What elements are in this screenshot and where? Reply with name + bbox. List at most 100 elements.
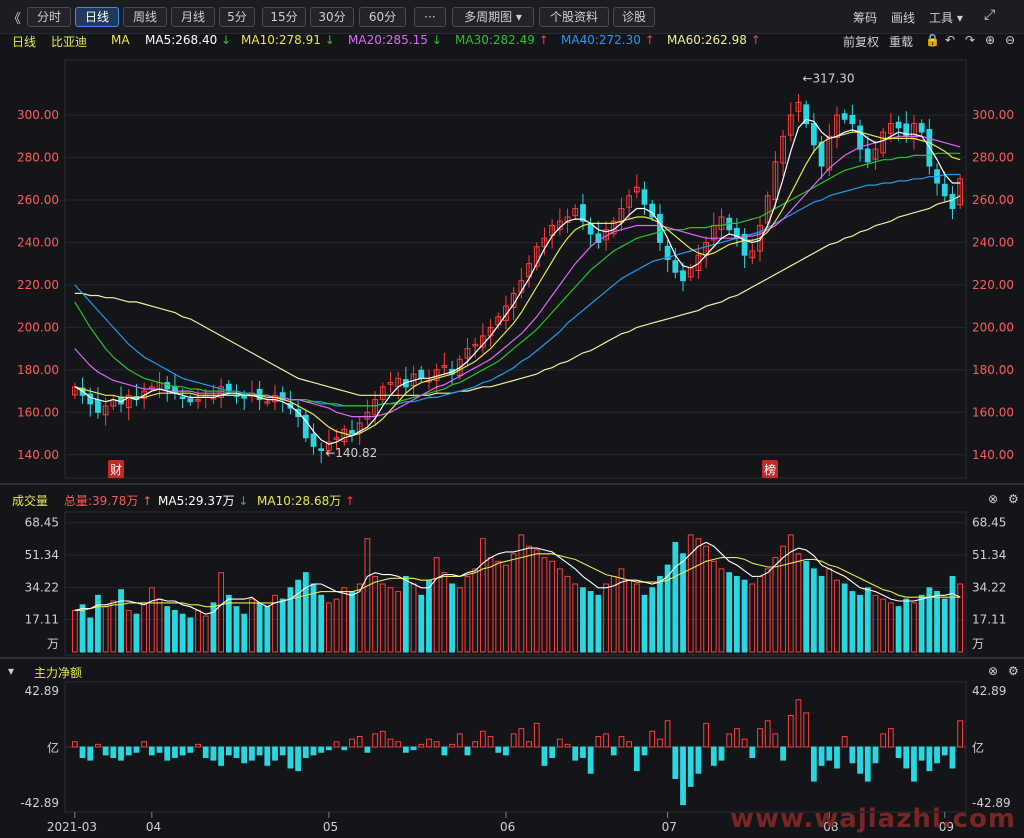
pane-frame [64, 59, 967, 479]
volume-bar [610, 575, 617, 653]
zoom-in-icon[interactable]: ⊕ [985, 33, 996, 47]
tab-30min[interactable]: 30分 [310, 7, 354, 27]
candle [87, 393, 94, 405]
candle [603, 229, 609, 241]
flow-bar [826, 746, 833, 761]
flow-bar [603, 733, 609, 748]
flow-bar [518, 728, 525, 748]
ma40-value: MA40:272.30 ↑ [561, 33, 655, 47]
zoom-out-icon[interactable]: ⊖ [1005, 33, 1016, 47]
volume-bar [518, 534, 525, 653]
volume-bar [603, 583, 609, 653]
marker-bang-bg [762, 460, 778, 478]
candle [718, 216, 725, 230]
flow-bar [687, 746, 694, 787]
y-tick-label-right: 260.00 [972, 193, 1014, 207]
candle [441, 365, 448, 368]
candle [510, 292, 517, 308]
flow-bar [764, 720, 771, 748]
flow-bar [118, 746, 124, 761]
flow-collapse-icon[interactable]: ▾ [8, 664, 15, 678]
candle [218, 386, 225, 398]
candle [256, 388, 263, 401]
flow-bar [926, 746, 933, 772]
tab-15min[interactable]: 15分 [262, 7, 306, 27]
chips-button[interactable]: 筹码 [853, 11, 878, 25]
tab-weekly[interactable]: 周线 [123, 7, 167, 27]
tab-daily[interactable]: 日线 [75, 7, 119, 27]
redo-icon[interactable]: ↷ [965, 33, 976, 47]
candle [426, 379, 432, 383]
flow-bar [780, 746, 786, 761]
multi-period-dropdown[interactable]: 多周期图 ▾ [452, 7, 534, 27]
volume-tick-left: 68.45 [25, 516, 59, 530]
volume-bar [780, 545, 786, 653]
volume-settings-icon[interactable]: ⚙ [1008, 492, 1019, 506]
volume-bar [718, 568, 725, 653]
flow-bar [526, 741, 532, 748]
y-tick-label-left: 240.00 [17, 235, 59, 249]
adjust-dropdown[interactable]: 前复权 [843, 35, 880, 49]
flow-bar [641, 746, 648, 756]
tab-5min[interactable]: 5分 [219, 7, 255, 27]
flow-bar [887, 728, 894, 748]
flow-bar [148, 746, 155, 756]
reload-button[interactable]: 重载 [889, 35, 914, 49]
flow-settings-icon[interactable]: ⚙ [1008, 664, 1019, 678]
close-volume-icon[interactable]: ⊗ [988, 492, 999, 506]
volume-bar [703, 545, 709, 653]
x-tick-label: 04 [146, 820, 161, 834]
candle [795, 101, 802, 112]
volume-bar [772, 557, 779, 653]
volume-bar [757, 575, 763, 653]
candle [133, 396, 140, 401]
lock-icon[interactable]: 🔒 [925, 33, 940, 47]
candle [687, 267, 694, 278]
candle [164, 382, 171, 390]
tab-intraday[interactable]: 分时 [27, 7, 71, 27]
diagnose-button[interactable]: 诊股 [613, 7, 655, 27]
flow-bar [264, 746, 271, 766]
flow-title: 主力净额 [34, 666, 83, 680]
candle [834, 114, 840, 139]
flow-bar [672, 746, 679, 779]
flow-bar [326, 746, 332, 751]
close-flow-icon[interactable]: ⊗ [988, 664, 999, 678]
y-tick-label-right: 140.00 [972, 448, 1014, 462]
undo-icon[interactable]: ↶ [945, 33, 956, 47]
candle [841, 113, 848, 120]
candle [249, 392, 255, 397]
tab-60min[interactable]: 60分 [359, 7, 406, 27]
flow-bar [241, 746, 248, 764]
volume-bar [818, 575, 825, 653]
candle [664, 245, 671, 260]
volume-bar [187, 617, 194, 653]
volume-bar [341, 587, 348, 653]
flow-bar [479, 730, 486, 748]
flow-bar [757, 728, 763, 748]
volume-bar [895, 606, 902, 653]
volume-bar [110, 600, 117, 653]
volume-ma10-line [74, 553, 961, 611]
fullscreen-icon[interactable]: ⤢ [984, 7, 996, 23]
watermark-text: www.wajiazhi.com [729, 804, 1016, 834]
flow-bar [456, 733, 463, 748]
flow-bar [79, 746, 86, 758]
volume-bar [564, 575, 571, 653]
ma20-line [74, 135, 961, 418]
candle [233, 394, 240, 397]
tab-monthly[interactable]: 月线 [171, 7, 215, 27]
volume-tick-right: 34.22 [972, 580, 1006, 594]
volume-bar [726, 572, 733, 653]
collapse-icon[interactable]: 《 [8, 12, 22, 27]
candle [710, 224, 717, 241]
candle [610, 220, 617, 235]
more-button[interactable]: ··· [414, 7, 446, 27]
candle [818, 141, 825, 167]
flow-bar [195, 743, 201, 748]
tools-dropdown[interactable]: 工具 ▾ [929, 11, 963, 25]
stock-info-button[interactable]: 个股资料 [539, 7, 609, 27]
volume-bar [687, 534, 694, 653]
draw-line-button[interactable]: 画线 [891, 11, 916, 25]
